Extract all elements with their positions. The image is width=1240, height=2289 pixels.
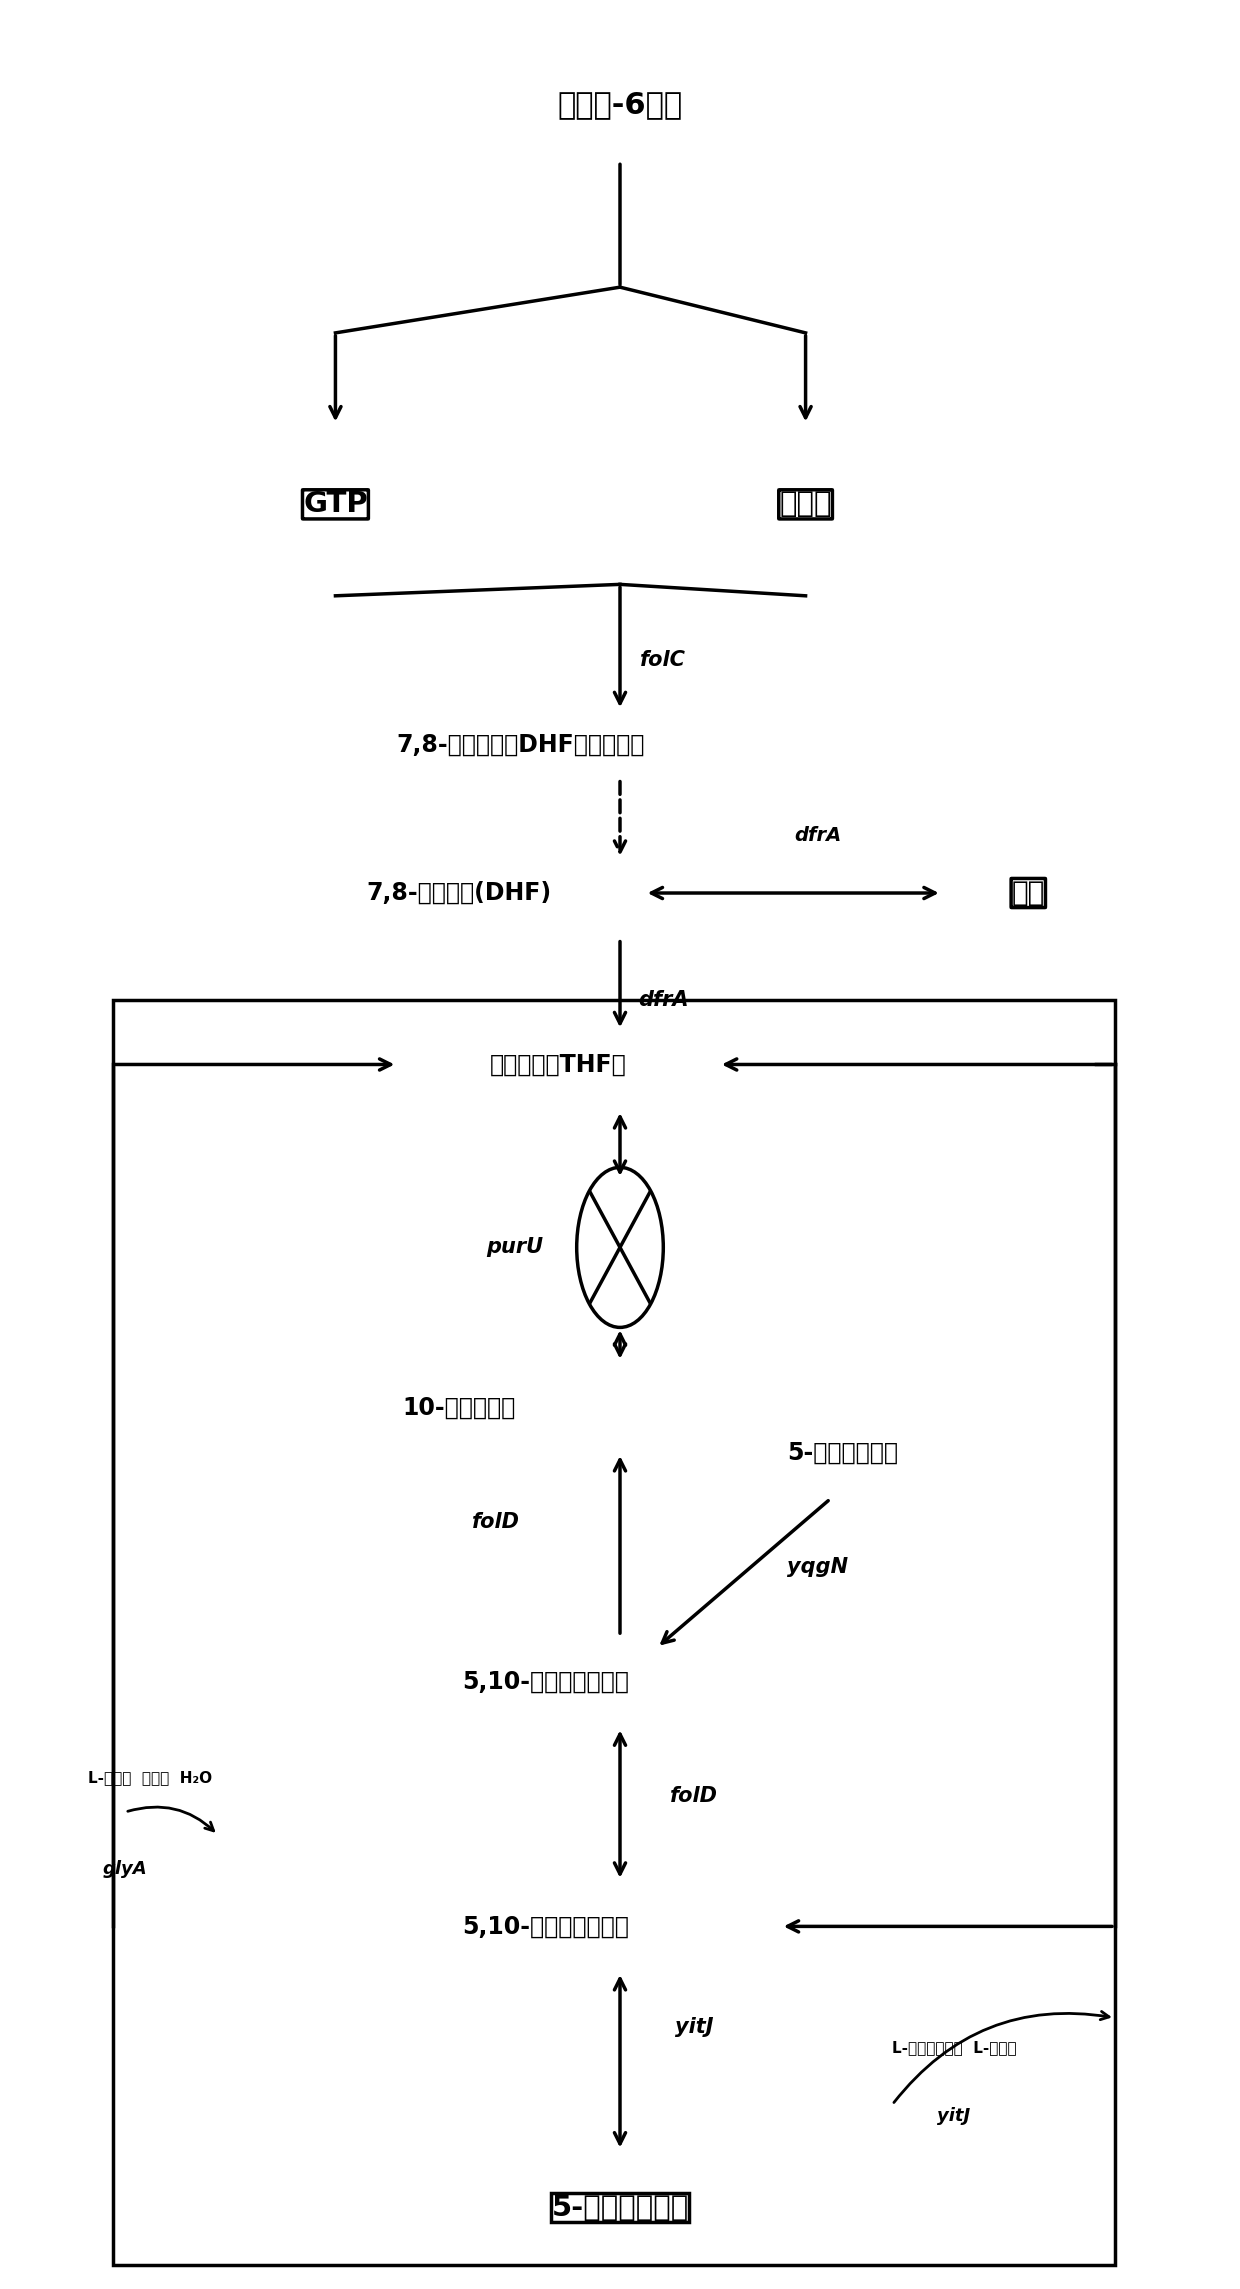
Text: 7,8-二氢二酸(DHF): 7,8-二氢二酸(DHF) [367, 881, 552, 904]
FancyBboxPatch shape [113, 1000, 1115, 2264]
Text: folC: folC [640, 650, 686, 671]
Text: 叶酸: 叶酸 [1012, 879, 1045, 906]
Text: glyA: glyA [103, 1861, 148, 1879]
Text: L-丝氨酸  甘氨酸  H₂O: L-丝氨酸 甘氨酸 H₂O [88, 1769, 212, 1785]
Text: 葡萄糖-6磷酸: 葡萄糖-6磷酸 [558, 89, 682, 119]
Text: 5-甲基四氢叶酸: 5-甲基四氢叶酸 [552, 2193, 688, 2223]
Text: 5-甲酰四氢叶酸: 5-甲酰四氢叶酸 [787, 1442, 898, 1465]
Text: yitJ: yitJ [937, 2108, 971, 2124]
Text: GTP: GTP [303, 490, 368, 517]
Text: folD: folD [671, 1785, 718, 1806]
Text: L-同型半胱氨酸  L-蛋氨酸: L-同型半胱氨酸 L-蛋氨酸 [892, 2039, 1017, 2056]
Text: dfrA: dfrA [795, 826, 842, 845]
Text: 10-甲四氢叶酸: 10-甲四氢叶酸 [403, 1396, 516, 1419]
Text: yitJ: yitJ [675, 2017, 713, 2037]
Text: 四氢叶酸（THF）: 四氢叶酸（THF） [490, 1053, 626, 1076]
Text: 分支酸: 分支酸 [779, 490, 832, 517]
Text: 7,8-二氢叶酸（DHF）单谷氨酸: 7,8-二氢叶酸（DHF）单谷氨酸 [397, 732, 645, 755]
Text: folD: folD [472, 1511, 521, 1531]
Text: dfrA: dfrA [639, 991, 688, 1009]
Text: yqgN: yqgN [787, 1557, 848, 1577]
Text: purU: purU [486, 1238, 543, 1257]
Text: 5,10-次甲基四氢叶酸: 5,10-次甲基四氢叶酸 [463, 1669, 629, 1694]
Text: 5,10-亚甲基四氢叶酸: 5,10-亚甲基四氢叶酸 [463, 1914, 629, 1939]
